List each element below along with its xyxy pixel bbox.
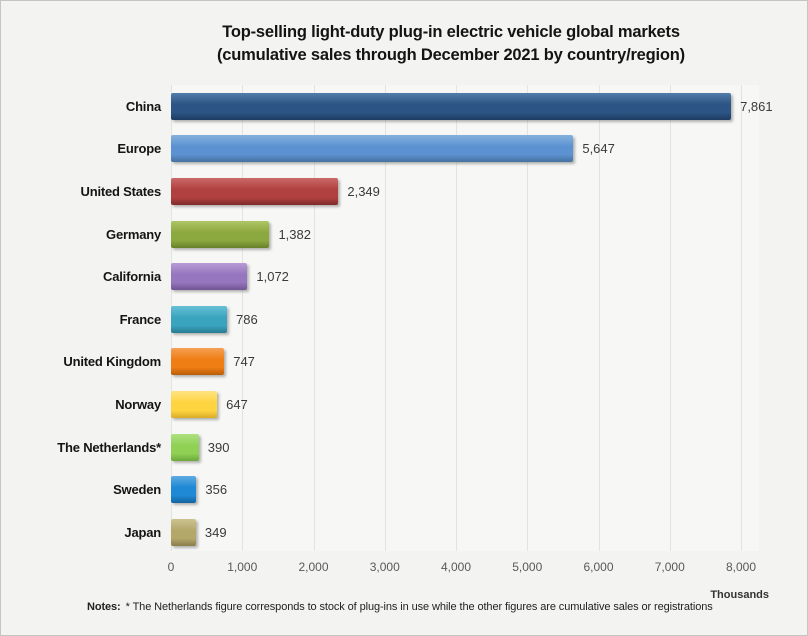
category-label: China	[125, 98, 161, 114]
x-tick-label: 7,000	[654, 560, 685, 574]
bar	[171, 92, 732, 120]
value-label: 1,382	[278, 226, 311, 242]
bars-container: China 7,861 Europe 5,647 United States 2,349 G…	[1, 85, 807, 555]
value-label: 7,861	[740, 98, 773, 114]
value-label: 786	[236, 311, 258, 327]
bar-row: Europe 5,647	[1, 128, 807, 171]
bar	[171, 263, 248, 291]
value-label: 349	[204, 524, 227, 540]
bar-row: China 7,861	[1, 85, 807, 128]
x-tick-label: 1,000	[227, 560, 258, 574]
gridline	[669, 85, 671, 551]
gridline	[741, 85, 742, 551]
chart-title-line2: (cumulative sales through December 2021 …	[217, 46, 685, 64]
plot-area	[171, 85, 759, 551]
x-tick-label: 0	[167, 560, 175, 574]
gridline	[313, 85, 315, 551]
category-label: California	[103, 269, 161, 285]
bar-row: United Kingdom 747	[1, 341, 807, 384]
chart-title-line1: Top-selling light-duty plug-in electric …	[222, 23, 680, 41]
gridline	[598, 85, 600, 551]
bar-row: California 1,072	[1, 255, 807, 298]
notes: Notes: * The Netherlands figure correspon…	[87, 601, 713, 613]
bar	[171, 348, 225, 376]
bar-row: Germany 1,382	[1, 213, 807, 256]
category-label: Germany	[106, 226, 161, 242]
bar	[171, 518, 196, 546]
gridline	[384, 85, 386, 551]
bar-row: The Netherlands* 390	[1, 426, 807, 469]
bar	[171, 135, 574, 163]
notes-label: Notes:	[87, 601, 121, 613]
value-label: 2,349	[347, 183, 380, 199]
bar-row: Norway 647	[1, 383, 807, 426]
value-label: 390	[207, 439, 230, 455]
value-label: 356	[205, 482, 228, 498]
gridline	[527, 85, 529, 551]
x-tick-label: 4,000	[440, 560, 472, 574]
value-label: 747	[233, 354, 255, 370]
x-tick-label: 2,000	[298, 560, 329, 574]
category-label: Sweden	[113, 482, 161, 498]
x-tick-label: 3,000	[369, 560, 400, 574]
category-label: Europe	[117, 141, 161, 157]
category-label: Japan	[124, 524, 161, 540]
bar	[171, 305, 227, 333]
bar-row: France 786	[1, 298, 807, 341]
x-axis: 0 1,000 2,000 3,000 4,000 5,000 6,000 7,000 8,00…	[168, 560, 759, 576]
bar-row: United States 2,349	[1, 170, 807, 213]
x-tick-label: 6,000	[583, 560, 614, 574]
x-tick-label: 8,000	[725, 560, 757, 574]
bar	[171, 433, 199, 461]
gridline	[456, 85, 457, 551]
value-label: 647	[226, 396, 248, 412]
bar-row: Sweden 356	[1, 468, 807, 511]
notes-text: * The Netherlands figure corresponds to …	[125, 601, 713, 613]
value-label: 5,647	[582, 141, 615, 157]
category-label: Norway	[115, 396, 161, 412]
gridline	[242, 85, 244, 551]
category-label: The Netherlands*	[57, 439, 161, 455]
value-label: 1,072	[256, 269, 289, 285]
bar	[171, 177, 339, 205]
bar	[171, 476, 197, 504]
bar-row: Japan 349	[1, 511, 807, 554]
chart-title: Top-selling light-duty plug-in electric …	[93, 21, 807, 67]
category-label: United Kingdom	[63, 354, 161, 370]
axis-unit-label: Thousands	[710, 589, 769, 601]
bar	[171, 390, 218, 418]
category-label: United States	[80, 183, 162, 199]
x-tick-label: 5,000	[512, 560, 543, 574]
bar	[171, 220, 270, 248]
category-label: France	[119, 311, 162, 327]
